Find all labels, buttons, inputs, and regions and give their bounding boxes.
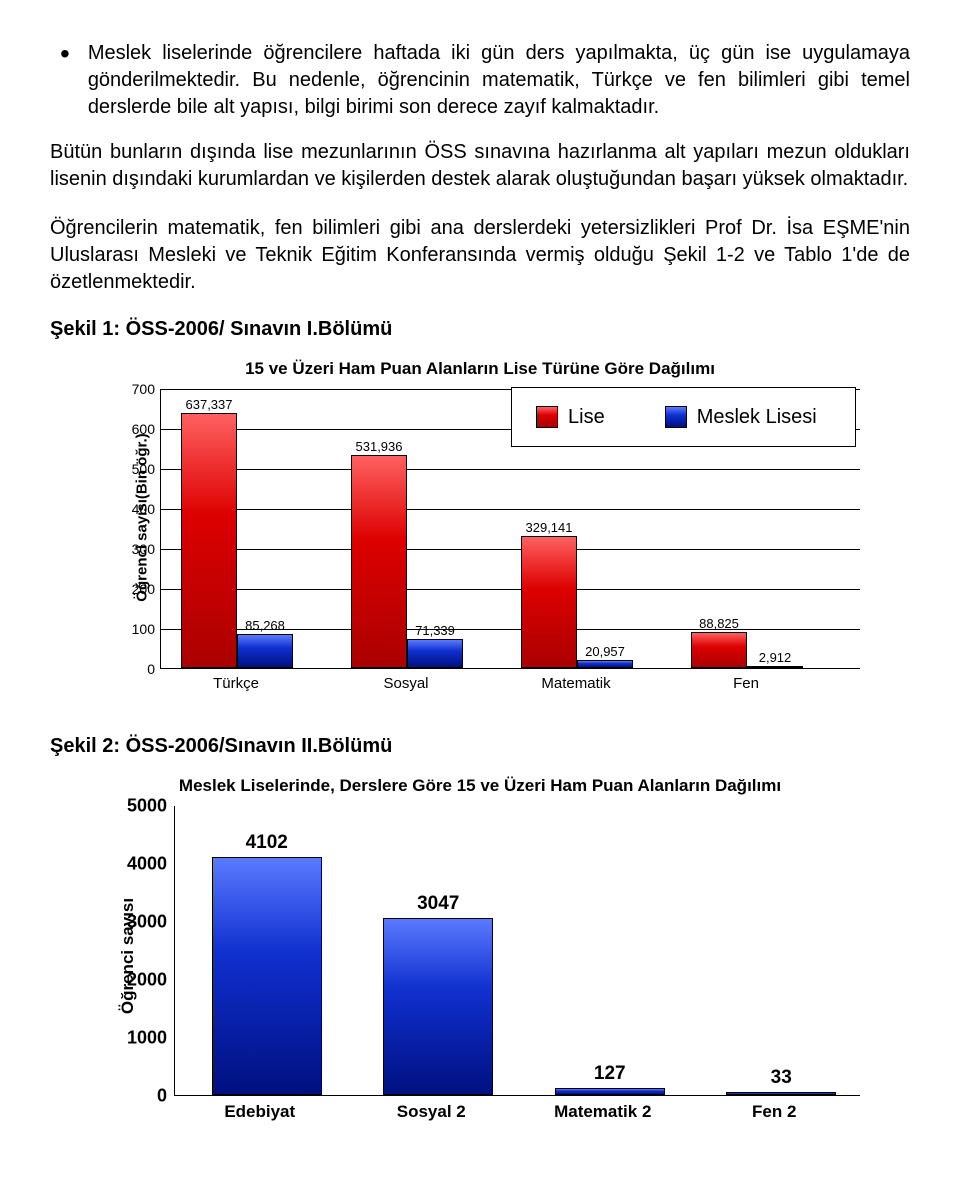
bar: 127 [555,1088,665,1095]
chart-1-category: Sosyal [350,675,462,692]
chart-1-ytick: 200 [132,581,155,597]
chart-2-plot: 0100020003000400050004102304712733 [174,806,860,1096]
chart-2-category: Edebiyat [174,1102,346,1122]
chart-1-category: Matematik [520,675,632,692]
bar-value-label: 85,268 [245,618,285,633]
bullet-text: Meslek liselerinde öğrencilere haftada i… [88,40,910,121]
bar-value-label: 20,957 [585,644,625,659]
chart-1-ytick: 300 [132,541,155,557]
legend-swatch-red [536,406,558,428]
chart-2: Meslek Liselerinde, Derslere Göre 15 ve … [100,776,860,1122]
chart-2-subtitle: Meslek Liselerinde, Derslere Göre 15 ve … [100,776,860,796]
paragraph-3: Öğrencilerin matematik, fen bilimleri gi… [50,215,910,296]
chart-1-ylabel: Öğrenci sayısı(Bin öğr.) [134,433,151,601]
figure-1-title: Şekil 1: ÖSS-2006/ Sınavın I.Bölümü [50,318,910,341]
bar: 3047 [383,918,493,1095]
bar-value-label: 531,936 [356,439,403,454]
chart-2-ytick: 3000 [127,912,167,933]
chart-1-category: Türkçe [180,675,292,692]
bar-lise: 329,141 [521,536,577,668]
legend-swatch-blue [665,406,687,428]
chart-1-area: Öğrenci sayısı(Bin öğr.) Lise Meslek Lis… [100,389,860,669]
bullet-paragraph: • Meslek liselerinde öğrencilere haftada… [50,40,910,121]
legend-item-lise: Lise [536,406,605,429]
bullet-icon: • [60,40,70,121]
chart-1-gridline [161,469,860,470]
chart-1-ytick: 600 [132,421,155,437]
paragraph-2: Bütün bunların dışında lise mezunlarının… [50,139,910,193]
chart-1-category: Fen [690,675,802,692]
bar-value-label: 4102 [246,832,288,854]
bar-value-label: 637,337 [186,397,233,412]
document-page: • Meslek liselerinde öğrencilere haftada… [0,0,960,1152]
figure-2-title: Şekil 2: ÖSS-2006/Sınavın II.Bölümü [50,735,910,758]
chart-1-gridline [161,509,860,510]
chart-2-ytick: 1000 [127,1028,167,1049]
chart-1-category-row: Türkçe Sosyal Matematik Fen [160,669,860,695]
chart-1-ytick: 500 [132,461,155,477]
chart-1-ytick: 700 [132,381,155,397]
chart-2-category: Fen 2 [689,1102,861,1122]
chart-2-yaxis: Öğrenci sayısı [100,806,174,1096]
bar-lise: 637,337 [181,413,237,668]
chart-1: 15 ve Üzeri Ham Puan Alanların Lise Türü… [100,359,860,695]
chart-2-category: Matematik 2 [517,1102,689,1122]
chart-2-category: Sosyal 2 [346,1102,518,1122]
chart-1-gridline [161,589,860,590]
bar-lise: 88,825 [691,632,747,668]
bar-lise: 531,936 [351,455,407,668]
chart-1-subtitle: 15 ve Üzeri Ham Puan Alanların Lise Türü… [100,359,860,379]
chart-2-category-row: EdebiyatSosyal 2Matematik 2Fen 2 [174,1096,860,1122]
chart-1-ytick: 400 [132,501,155,517]
bar-meslek: 2,912 [747,666,803,668]
legend-label-meslek: Meslek Lisesi [697,406,817,429]
chart-2-ytick: 2000 [127,970,167,991]
chart-1-gridline [161,549,860,550]
bar-value-label: 33 [771,1067,792,1089]
bar: 4102 [212,857,322,1095]
chart-1-ytick: 0 [147,661,155,677]
chart-2-ytick: 0 [157,1086,167,1107]
bar-meslek: 71,339 [407,639,463,668]
bar-value-label: 3047 [417,893,459,915]
chart-1-legend: Lise Meslek Lisesi [511,387,856,447]
legend-item-meslek: Meslek Lisesi [665,406,817,429]
bar-meslek: 20,957 [577,660,633,668]
chart-1-plot: Lise Meslek Lisesi 010020030040050060070… [160,389,860,669]
chart-2-ytick: 5000 [127,796,167,817]
bar-value-label: 2,912 [759,650,792,665]
bar-value-label: 127 [594,1063,626,1085]
bar-value-label: 71,339 [415,623,455,638]
chart-2-area: Öğrenci sayısı 0100020003000400050004102… [100,806,860,1096]
legend-label-lise: Lise [568,406,605,429]
chart-2-ytick: 4000 [127,854,167,875]
bar-meslek: 85,268 [237,634,293,668]
chart-1-ytick: 100 [132,621,155,637]
bar-value-label: 88,825 [699,616,739,631]
bar-value-label: 329,141 [526,520,573,535]
bar: 33 [726,1092,836,1095]
